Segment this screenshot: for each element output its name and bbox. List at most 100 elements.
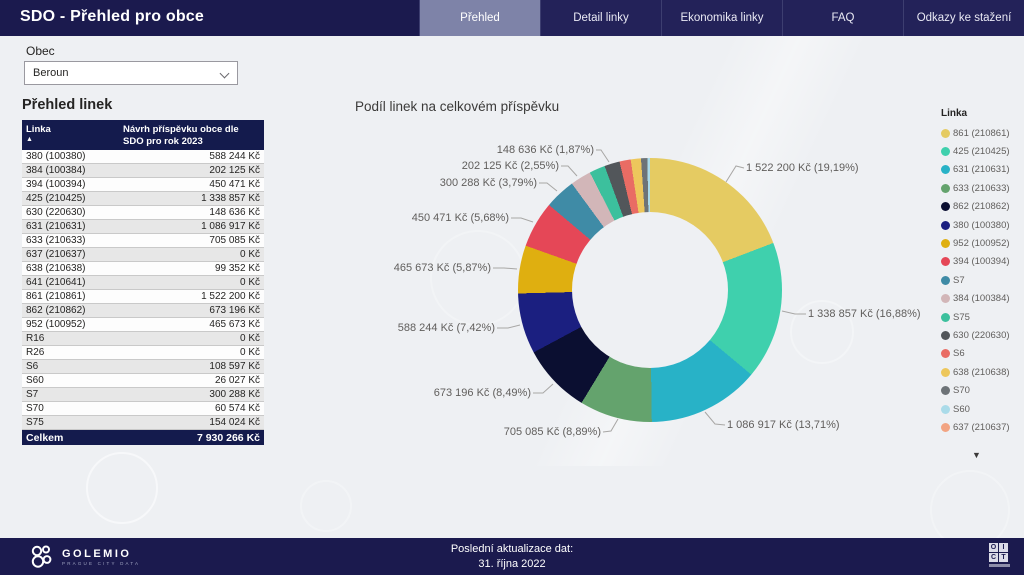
page-title: SDO - Přehled pro obce — [20, 8, 204, 25]
legend-item-label: 638 (210638) — [953, 366, 1010, 378]
legend-item-label: 631 (210631) — [953, 164, 1010, 176]
legend-item-label: 862 (210862) — [953, 201, 1010, 213]
donut-callout-label: 148 636 Kč (1,87%) — [496, 144, 594, 156]
donut-callout-label: 300 288 Kč (3,79%) — [439, 177, 537, 189]
oict-grid-icon: O I C T — [989, 543, 1010, 562]
legend-item[interactable]: 952 (100952) — [941, 234, 1023, 252]
watermark-circle-icon — [86, 452, 158, 524]
table-row[interactable]: 631 (210631) 1 086 917 Kč — [22, 219, 264, 234]
table-row[interactable]: 862 (210862) 673 196 Kč — [22, 303, 264, 318]
golemio-logo: GOLEMIO PRAGUE CITY DATA — [28, 543, 140, 570]
table-row[interactable]: S70 60 574 Kč — [22, 401, 264, 416]
legend-dot-icon — [941, 239, 950, 249]
oict-logo: O I C T — [989, 543, 1010, 567]
tab-odkazy-ke-stazeni[interactable]: Odkazy ke stažení — [903, 0, 1024, 36]
legend-dot-icon — [941, 220, 950, 230]
table-row[interactable]: S7 300 288 Kč — [22, 387, 264, 402]
legend-dot-icon — [941, 202, 950, 212]
legend-dot-icon — [941, 147, 950, 157]
legend-item-label: 394 (100394) — [953, 256, 1010, 268]
legend-scroll-down-icon[interactable]: ▼ — [972, 450, 981, 460]
legend-dot-icon — [941, 275, 950, 285]
total-value: 7 930 266 Kč — [119, 429, 264, 446]
legend-item[interactable]: 630 (220630) — [941, 326, 1023, 344]
legend-dot-icon — [941, 294, 950, 304]
legend-item[interactable]: S70 — [941, 381, 1023, 399]
total-label: Celkem — [22, 429, 119, 446]
legend-dot-icon — [941, 349, 950, 359]
donut-callout-label: 673 196 Kč (8,49%) — [433, 387, 531, 399]
tab-faq[interactable]: FAQ — [782, 0, 903, 36]
legend-item-label: 380 (100380) — [953, 219, 1010, 231]
table-row[interactable]: 630 (220630) 148 636 Kč — [22, 205, 264, 220]
legend-item-label: 861 (210861) — [953, 127, 1010, 139]
legend-item-label: 425 (210425) — [953, 146, 1010, 158]
linka-table: Linka ▲ Návrh příspěvku obce dle SDO pro… — [22, 120, 264, 446]
table-row[interactable]: 633 (210633) 705 085 Kč — [22, 233, 264, 248]
last-update-value: 31. října 2022 — [478, 557, 546, 570]
legend-item[interactable]: S6 — [941, 345, 1023, 363]
legend-item[interactable]: 861 (210861) — [941, 124, 1023, 142]
legend-item-label: 633 (210633) — [953, 182, 1010, 194]
legend-dot-icon — [941, 422, 950, 432]
table-row[interactable]: R26 0 Kč — [22, 345, 264, 360]
legend-items: 861 (210861) 425 (210425) 631 (210631) 633 … — [941, 124, 1023, 437]
golemio-tagline: PRAGUE CITY DATA — [62, 560, 141, 566]
table-row[interactable]: S60 26 027 Kč — [22, 373, 264, 388]
legend-item[interactable]: 425 (210425) — [941, 142, 1023, 160]
legend-item[interactable]: S75 — [941, 308, 1023, 326]
legend-dot-icon — [941, 165, 950, 175]
legend-item-label: 384 (100384) — [953, 293, 1010, 305]
donut-callout-label: 1 086 917 Kč (13,71%) — [727, 419, 840, 431]
table-row[interactable]: 380 (100380) 588 244 Kč — [22, 149, 264, 164]
legend-item[interactable]: 384 (100384) — [941, 290, 1023, 308]
legend-dot-icon — [941, 257, 950, 267]
donut-callout-label: 588 244 Kč (7,42%) — [397, 322, 495, 334]
donut-callout-label: 1 338 857 Kč (16,88%) — [808, 308, 921, 320]
table-row[interactable]: S75 154 024 Kč — [22, 415, 264, 430]
donut-callout-label: 705 085 Kč (8,89%) — [503, 426, 601, 438]
legend-dot-icon — [941, 386, 950, 396]
legend-item[interactable]: 638 (210638) — [941, 363, 1023, 381]
table-row[interactable]: 952 (100952) 465 673 Kč — [22, 317, 264, 332]
table-row[interactable]: 394 (100394) 450 471 Kč — [22, 177, 264, 192]
table-row[interactable]: 425 (210425) 1 338 857 Kč — [22, 191, 264, 206]
table-row[interactable]: S6 108 597 Kč — [22, 359, 264, 374]
table-row[interactable]: 641 (210641) 0 Kč — [22, 275, 264, 290]
legend-item[interactable]: 380 (100380) — [941, 216, 1023, 234]
donut-callout-label: 1 522 200 Kč (19,19%) — [746, 162, 859, 174]
legend-item[interactable]: S7 — [941, 271, 1023, 289]
obec-dropdown[interactable]: Beroun — [24, 61, 238, 85]
table-row[interactable]: 637 (210637) 0 Kč — [22, 247, 264, 262]
table-row[interactable]: 384 (100384) 202 125 Kč — [22, 163, 264, 178]
golemio-logo-icon — [31, 545, 52, 568]
tab-ekonomika-linky[interactable]: Ekonomika linky — [661, 0, 782, 36]
tab-detail-linky[interactable]: Detail linky — [540, 0, 661, 36]
legend-item-label: S75 — [953, 311, 970, 323]
legend-item-label: 630 (220630) — [953, 329, 1010, 341]
tab-prehled[interactable]: Přehled — [419, 0, 540, 36]
legend-item-label: 952 (100952) — [953, 238, 1010, 250]
legend-dot-icon — [941, 183, 950, 193]
column-header-linka[interactable]: Linka ▲ — [22, 120, 119, 150]
last-update-label: Poslední aktualizace dat: — [450, 543, 574, 555]
donut-callout-label: 450 471 Kč (5,68%) — [411, 212, 509, 224]
legend-item[interactable]: 862 (210862) — [941, 198, 1023, 216]
table-row[interactable]: 638 (210638) 99 352 Kč — [22, 261, 264, 276]
obec-selected-value: Beroun — [33, 67, 69, 79]
table-row[interactable]: 861 (210861) 1 522 200 Kč — [22, 289, 264, 304]
legend-item[interactable]: 631 (210631) — [941, 161, 1023, 179]
oict-subtext-bar — [989, 564, 1010, 567]
watermark-circle-icon — [300, 480, 352, 532]
chart-legend: Linka 861 (210861) 425 (210425) 631 (21063… — [941, 108, 1023, 437]
legend-item[interactable]: S60 — [941, 400, 1023, 418]
legend-item[interactable]: 637 (210637) — [941, 418, 1023, 436]
table-row[interactable]: R16 0 Kč — [22, 331, 264, 346]
linka-table-body: 380 (100380) 588 244 Kč 384 (100384) 202 12… — [22, 149, 264, 430]
column-header-prispevek[interactable]: Návrh příspěvku obce dle SDO pro rok 202… — [119, 120, 264, 150]
legend-item[interactable]: 394 (100394) — [941, 253, 1023, 271]
legend-item-label: S7 — [953, 274, 965, 286]
last-update: Poslední aktualizace dat: 31. října 2022 — [451, 542, 573, 572]
legend-item[interactable]: 633 (210633) — [941, 179, 1023, 197]
obec-slicer-label: Obec — [26, 44, 55, 58]
